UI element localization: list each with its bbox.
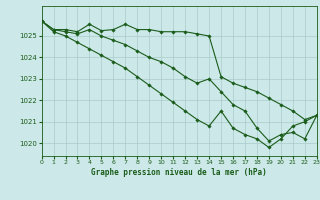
X-axis label: Graphe pression niveau de la mer (hPa): Graphe pression niveau de la mer (hPa) <box>91 168 267 177</box>
